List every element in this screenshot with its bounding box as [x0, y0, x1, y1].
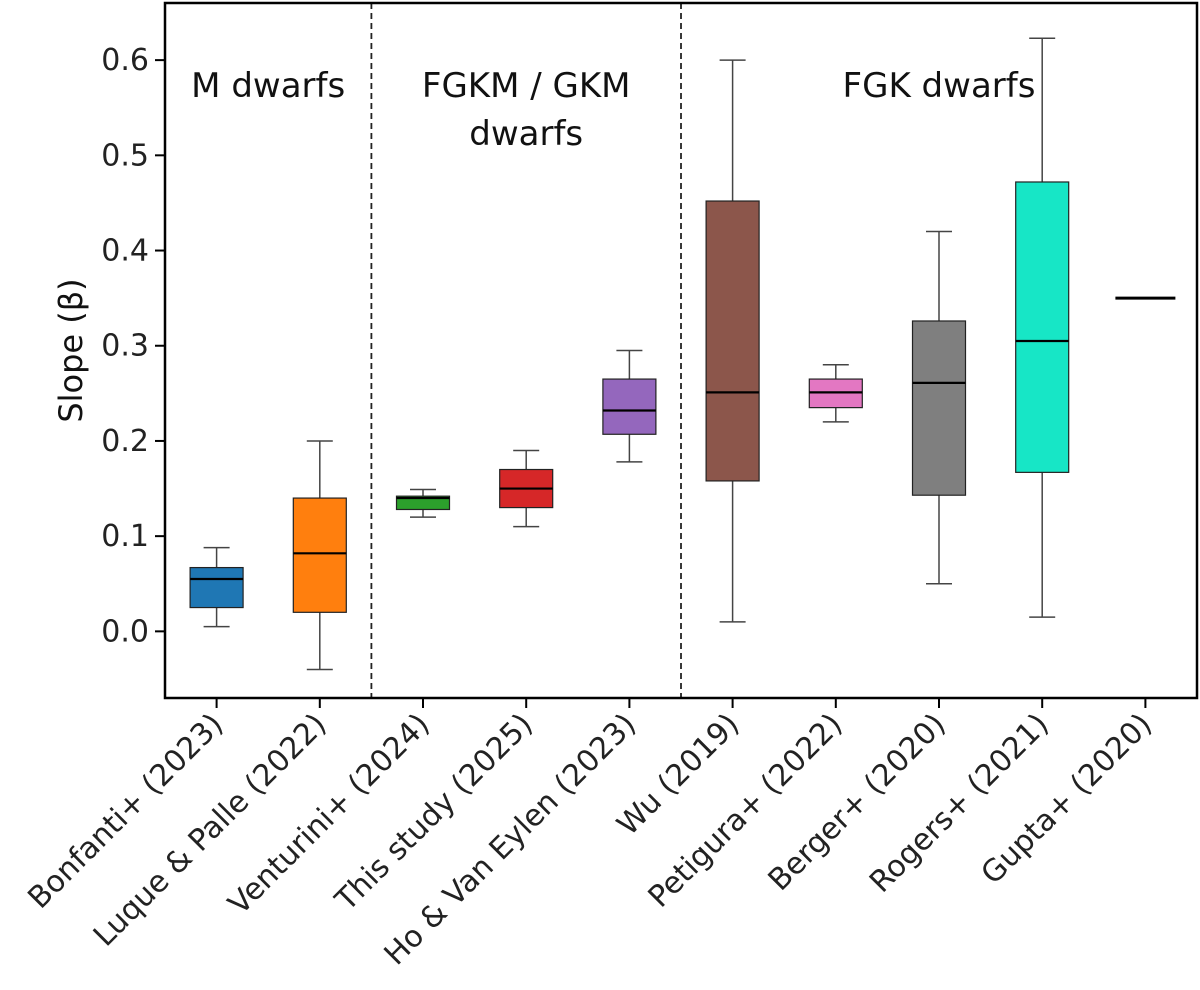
y-tick-label: 0.3	[101, 329, 149, 364]
x-tick-label: Petigura+ (2022)	[642, 707, 850, 915]
y-axis-label: Slope (β)	[52, 278, 90, 422]
x-tick-label: This study (2025)	[328, 707, 540, 919]
box-1	[189, 546, 244, 628]
region-label: FGKM / GKM	[422, 66, 631, 106]
box-6	[705, 59, 760, 623]
region-label: dwarfs	[469, 114, 583, 154]
region-label: FGK dwarfs	[843, 66, 1036, 106]
iqr-box	[1015, 181, 1070, 473]
y-tick-label: 0.5	[101, 138, 149, 173]
box-5	[602, 349, 657, 463]
y-tick-label: 0.2	[101, 424, 149, 459]
iqr-box	[189, 566, 244, 609]
x-tick-label: Bonfanti+ (2023)	[21, 707, 230, 916]
iqr-box	[395, 495, 451, 511]
region-label: M dwarfs	[191, 66, 345, 106]
iqr-box	[292, 497, 347, 613]
boxes	[189, 37, 1176, 671]
box-7	[808, 364, 863, 423]
x-tick-label: Venturini+ (2024)	[222, 707, 437, 922]
iqr-box	[602, 378, 657, 435]
x-axis: Bonfanti+ (2023)Luque & Palle (2022)Vent…	[21, 698, 1159, 972]
iqr-box	[705, 200, 760, 482]
x-tick-label: Rogers+ (2021)	[863, 707, 1056, 900]
y-tick-label: 0.4	[101, 234, 149, 269]
y-tick-label: 0.0	[101, 614, 149, 649]
y-axis: 0.0 0.1 0.2 0.3 0.4 0.5 0.6	[101, 43, 165, 649]
box-2	[292, 440, 347, 671]
box-9	[1015, 37, 1070, 618]
region-dividers	[370, 3, 682, 698]
x-tick-label: Berger+ (2020)	[762, 707, 953, 898]
box-4	[499, 449, 554, 528]
y-tick-label: 0.1	[101, 519, 149, 554]
box-8	[911, 230, 967, 585]
plot-frame	[163, 1, 1199, 700]
box-3	[395, 488, 451, 518]
region-labels: M dwarfs FGKM / GKM dwarfs FGK dwarfs	[191, 66, 1035, 154]
y-tick-label: 0.6	[101, 43, 149, 78]
iqr-box	[911, 320, 967, 496]
